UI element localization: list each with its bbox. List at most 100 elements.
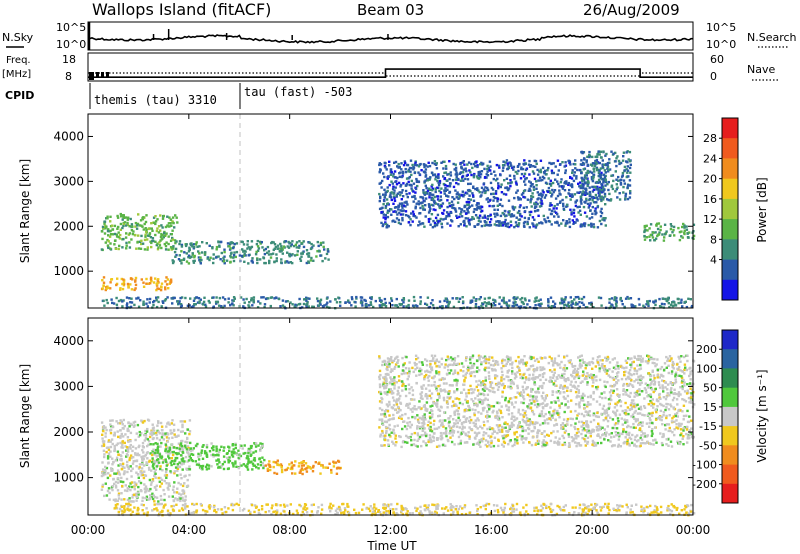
echo-point bbox=[414, 207, 417, 210]
echo-point bbox=[497, 182, 500, 185]
echo-point bbox=[556, 194, 560, 198]
echo-point bbox=[381, 303, 385, 306]
echo-point bbox=[442, 167, 445, 170]
echo-point bbox=[119, 212, 122, 216]
echo-point bbox=[334, 298, 337, 301]
echo-point bbox=[487, 361, 491, 365]
echo-point bbox=[162, 214, 165, 218]
echo-point bbox=[528, 210, 531, 214]
echo-point bbox=[398, 166, 401, 169]
echo-point bbox=[157, 300, 160, 304]
echo-point bbox=[403, 201, 406, 204]
echo-point bbox=[451, 179, 455, 182]
freq-panel: Freq. [MHz] 18 8 60 0 Nave bbox=[2, 52, 778, 83]
echo-point bbox=[676, 506, 679, 510]
echo-point bbox=[130, 297, 133, 300]
echo-point bbox=[386, 393, 389, 396]
echo-point bbox=[393, 161, 396, 164]
echo-point bbox=[427, 370, 430, 373]
echo-point bbox=[607, 168, 610, 171]
echo-point bbox=[619, 181, 623, 185]
echo-point bbox=[531, 422, 534, 426]
echo-point bbox=[151, 509, 154, 512]
echo-point bbox=[627, 297, 630, 300]
echo-point bbox=[484, 504, 487, 507]
echo-point bbox=[163, 299, 167, 302]
echo-point bbox=[448, 390, 451, 393]
echo-point bbox=[161, 461, 165, 464]
echo-point bbox=[124, 484, 127, 487]
echo-point bbox=[372, 305, 375, 309]
echo-point bbox=[269, 296, 273, 299]
echo-point bbox=[284, 240, 288, 243]
echo-point bbox=[286, 300, 289, 303]
echo-point bbox=[111, 233, 114, 236]
echo-point bbox=[126, 218, 129, 221]
echo-point bbox=[384, 166, 387, 169]
echo-point bbox=[105, 217, 108, 220]
echo-point bbox=[412, 214, 415, 218]
echo-point bbox=[151, 237, 155, 240]
echo-point bbox=[419, 505, 422, 509]
echo-point bbox=[208, 258, 211, 262]
echo-point bbox=[652, 439, 655, 442]
echo-point bbox=[456, 191, 459, 194]
echo-point bbox=[428, 510, 431, 513]
echo-point bbox=[380, 413, 383, 416]
echo-point bbox=[299, 259, 303, 262]
echo-point bbox=[299, 257, 302, 260]
echo-point bbox=[342, 511, 345, 514]
echo-point bbox=[180, 477, 183, 480]
echo-point bbox=[146, 427, 149, 431]
echo-point bbox=[181, 423, 184, 426]
echo-point bbox=[164, 286, 167, 289]
echo-point bbox=[649, 233, 652, 237]
echo-point bbox=[403, 160, 406, 163]
echo-point bbox=[405, 193, 408, 196]
echo-point bbox=[460, 165, 463, 168]
echo-point bbox=[171, 238, 175, 241]
echo-point bbox=[173, 491, 176, 494]
echo-point bbox=[595, 503, 599, 506]
echo-point bbox=[424, 164, 428, 167]
echo-point bbox=[178, 242, 181, 246]
echo-point bbox=[361, 304, 364, 307]
echo-point bbox=[172, 297, 175, 300]
echo-point bbox=[484, 361, 488, 365]
echo-point bbox=[579, 163, 583, 166]
echo-point bbox=[433, 225, 437, 228]
echo-point bbox=[571, 506, 574, 509]
echo-point bbox=[445, 215, 449, 218]
echo-point bbox=[585, 197, 588, 201]
echo-point bbox=[630, 504, 633, 507]
echo-point bbox=[250, 460, 253, 463]
echo-point bbox=[436, 186, 439, 189]
echo-point bbox=[164, 248, 168, 251]
echo-point bbox=[253, 504, 257, 507]
echo-point bbox=[359, 296, 363, 299]
echo-point bbox=[629, 171, 632, 174]
echo-point bbox=[258, 457, 261, 461]
echo-point bbox=[673, 506, 676, 509]
echo-point bbox=[355, 297, 358, 300]
echo-point bbox=[253, 464, 256, 467]
echo-point bbox=[156, 227, 159, 230]
echo-point bbox=[385, 198, 389, 201]
echo-point bbox=[558, 189, 561, 192]
echo-point bbox=[164, 449, 167, 453]
echo-point bbox=[134, 447, 138, 450]
echo-point bbox=[540, 204, 543, 208]
echo-point bbox=[574, 163, 577, 166]
echo-point bbox=[598, 153, 601, 156]
echo-point bbox=[298, 462, 301, 465]
echo-point bbox=[576, 191, 579, 194]
echo-point bbox=[507, 222, 510, 225]
echo-point bbox=[430, 171, 434, 174]
echo-point bbox=[506, 360, 510, 363]
echo-point bbox=[537, 299, 540, 302]
echo-point bbox=[518, 362, 521, 365]
echo-point bbox=[603, 163, 606, 167]
echo-point bbox=[506, 163, 510, 167]
echo-point bbox=[237, 466, 240, 470]
echo-point bbox=[549, 202, 552, 205]
